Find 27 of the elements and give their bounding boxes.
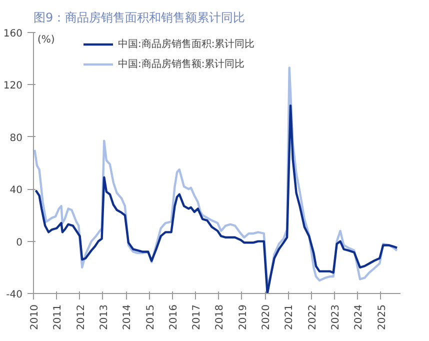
x-tick-label: 2024 <box>354 304 365 330</box>
x-tick-label: 2023 <box>330 304 342 330</box>
y-tick-label: 160 <box>3 28 23 40</box>
y-axis-title: (%) <box>38 34 55 46</box>
x-tick-label: 2010 <box>30 304 40 330</box>
y-tick-label: 40 <box>10 185 23 196</box>
legend-label: 中国:商品房销售额:累计同比 <box>118 58 245 71</box>
x-tick-label: 2011 <box>52 304 64 330</box>
x-tick-label: 2016 <box>168 304 180 330</box>
line-series <box>34 104 398 294</box>
x-tick-label: 2025 <box>376 304 388 330</box>
legend-label: 中国:商品房销售面积:累计同比 <box>118 38 255 51</box>
x-tick-label: 2013 <box>98 304 110 330</box>
x-tick-label: 2020 <box>261 304 272 330</box>
x-tick-label: 2019 <box>238 304 249 330</box>
x-tick-label: 2017 <box>192 304 203 330</box>
x-tick-label: 2012 <box>76 304 87 330</box>
x-tick-label: 2021 <box>284 304 296 330</box>
y-tick-label: 80 <box>10 132 23 144</box>
chart-title: 图9：商品房销售面积和销售额累计同比 <box>34 10 246 24</box>
x-tick-label: 2014 <box>122 304 134 330</box>
y-tick-label: -40 <box>6 290 23 300</box>
x-tick-label: 2018 <box>214 304 226 330</box>
x-tick-label: 2015 <box>145 304 156 330</box>
x-tick-label: 2022 <box>307 304 318 330</box>
y-tick-label: 120 <box>3 80 23 92</box>
y-tick-label: 0 <box>16 237 23 248</box>
